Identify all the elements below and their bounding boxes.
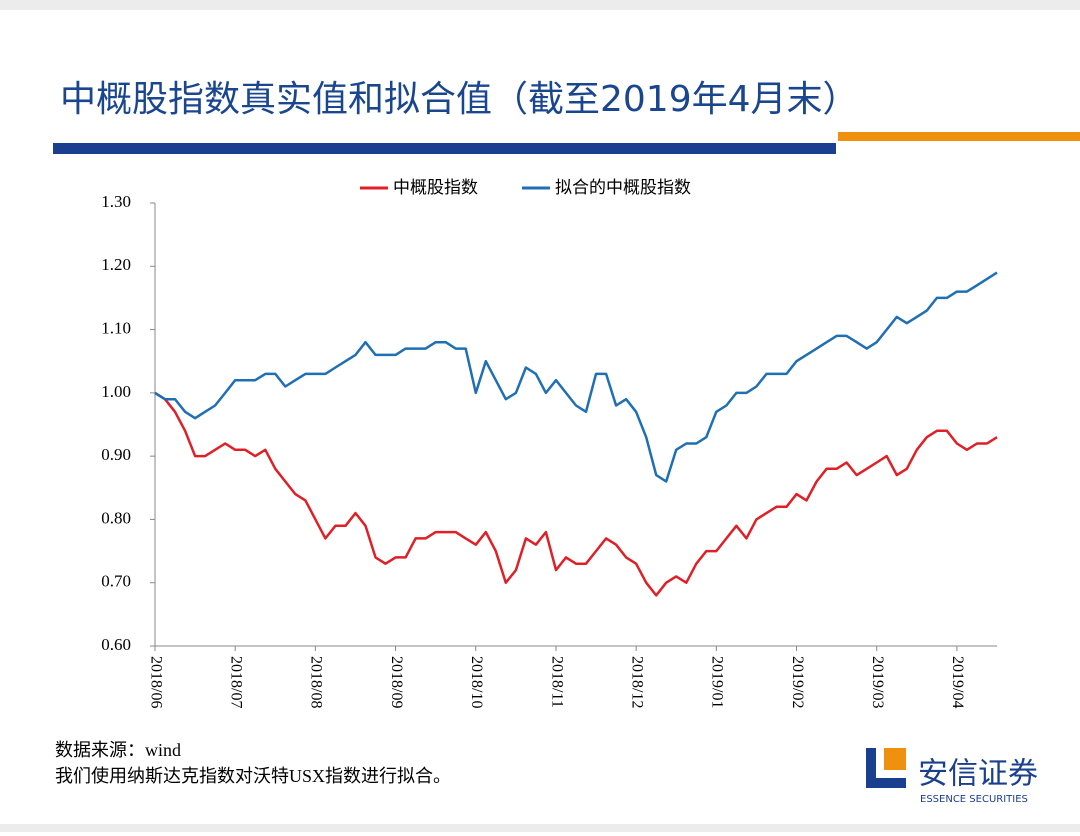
footnote: 我们使用纳斯达克指数对沃特USX指数进行拟合。 [55,766,451,786]
data-line [154,271,998,483]
y-tick-label: 0.90 [101,445,131,464]
x-tick-label: 2018/08 [308,656,325,708]
y-tick-label: 1.00 [101,382,131,401]
y-tick-label: 0.60 [101,635,131,654]
x-tick-label: 2018/10 [468,656,485,708]
logo-name: 安信证券 [918,757,1038,792]
title-bar [53,143,836,154]
slide-title: 中概股指数真实值和拟合值（截至2019年4月末） [60,79,859,120]
y-tick-label: 0.80 [101,508,131,527]
y-tick-label: 0.70 [101,572,131,591]
title-accent [838,132,1080,141]
x-tick-label: 2018/06 [147,656,164,708]
x-tick-label: 2018/09 [388,656,405,708]
source-note: 数据来源：wind [55,740,181,760]
y-tick-label: 1.20 [101,255,131,274]
y-tick-label: 1.30 [101,192,131,211]
x-tick-label: 2018/11 [548,656,565,708]
legend-label: 中概股指数 [393,178,478,198]
data-line [154,391,998,597]
y-tick-label: 1.10 [101,318,131,337]
logo-english: ESSENCE SECURITIES [920,794,1028,805]
x-tick-label: 2018/07 [228,656,245,708]
top-border [0,0,1080,10]
logo-icon [866,748,906,788]
x-tick-label: 2019/03 [869,656,886,708]
x-tick-label: 2019/01 [709,656,726,708]
x-tick-label: 2019/02 [789,656,806,708]
bottom-border [0,824,1080,832]
x-tick-label: 2019/04 [949,656,966,708]
legend-label: 拟合的中概股指数 [555,178,691,198]
x-tick-label: 2018/12 [628,656,645,708]
